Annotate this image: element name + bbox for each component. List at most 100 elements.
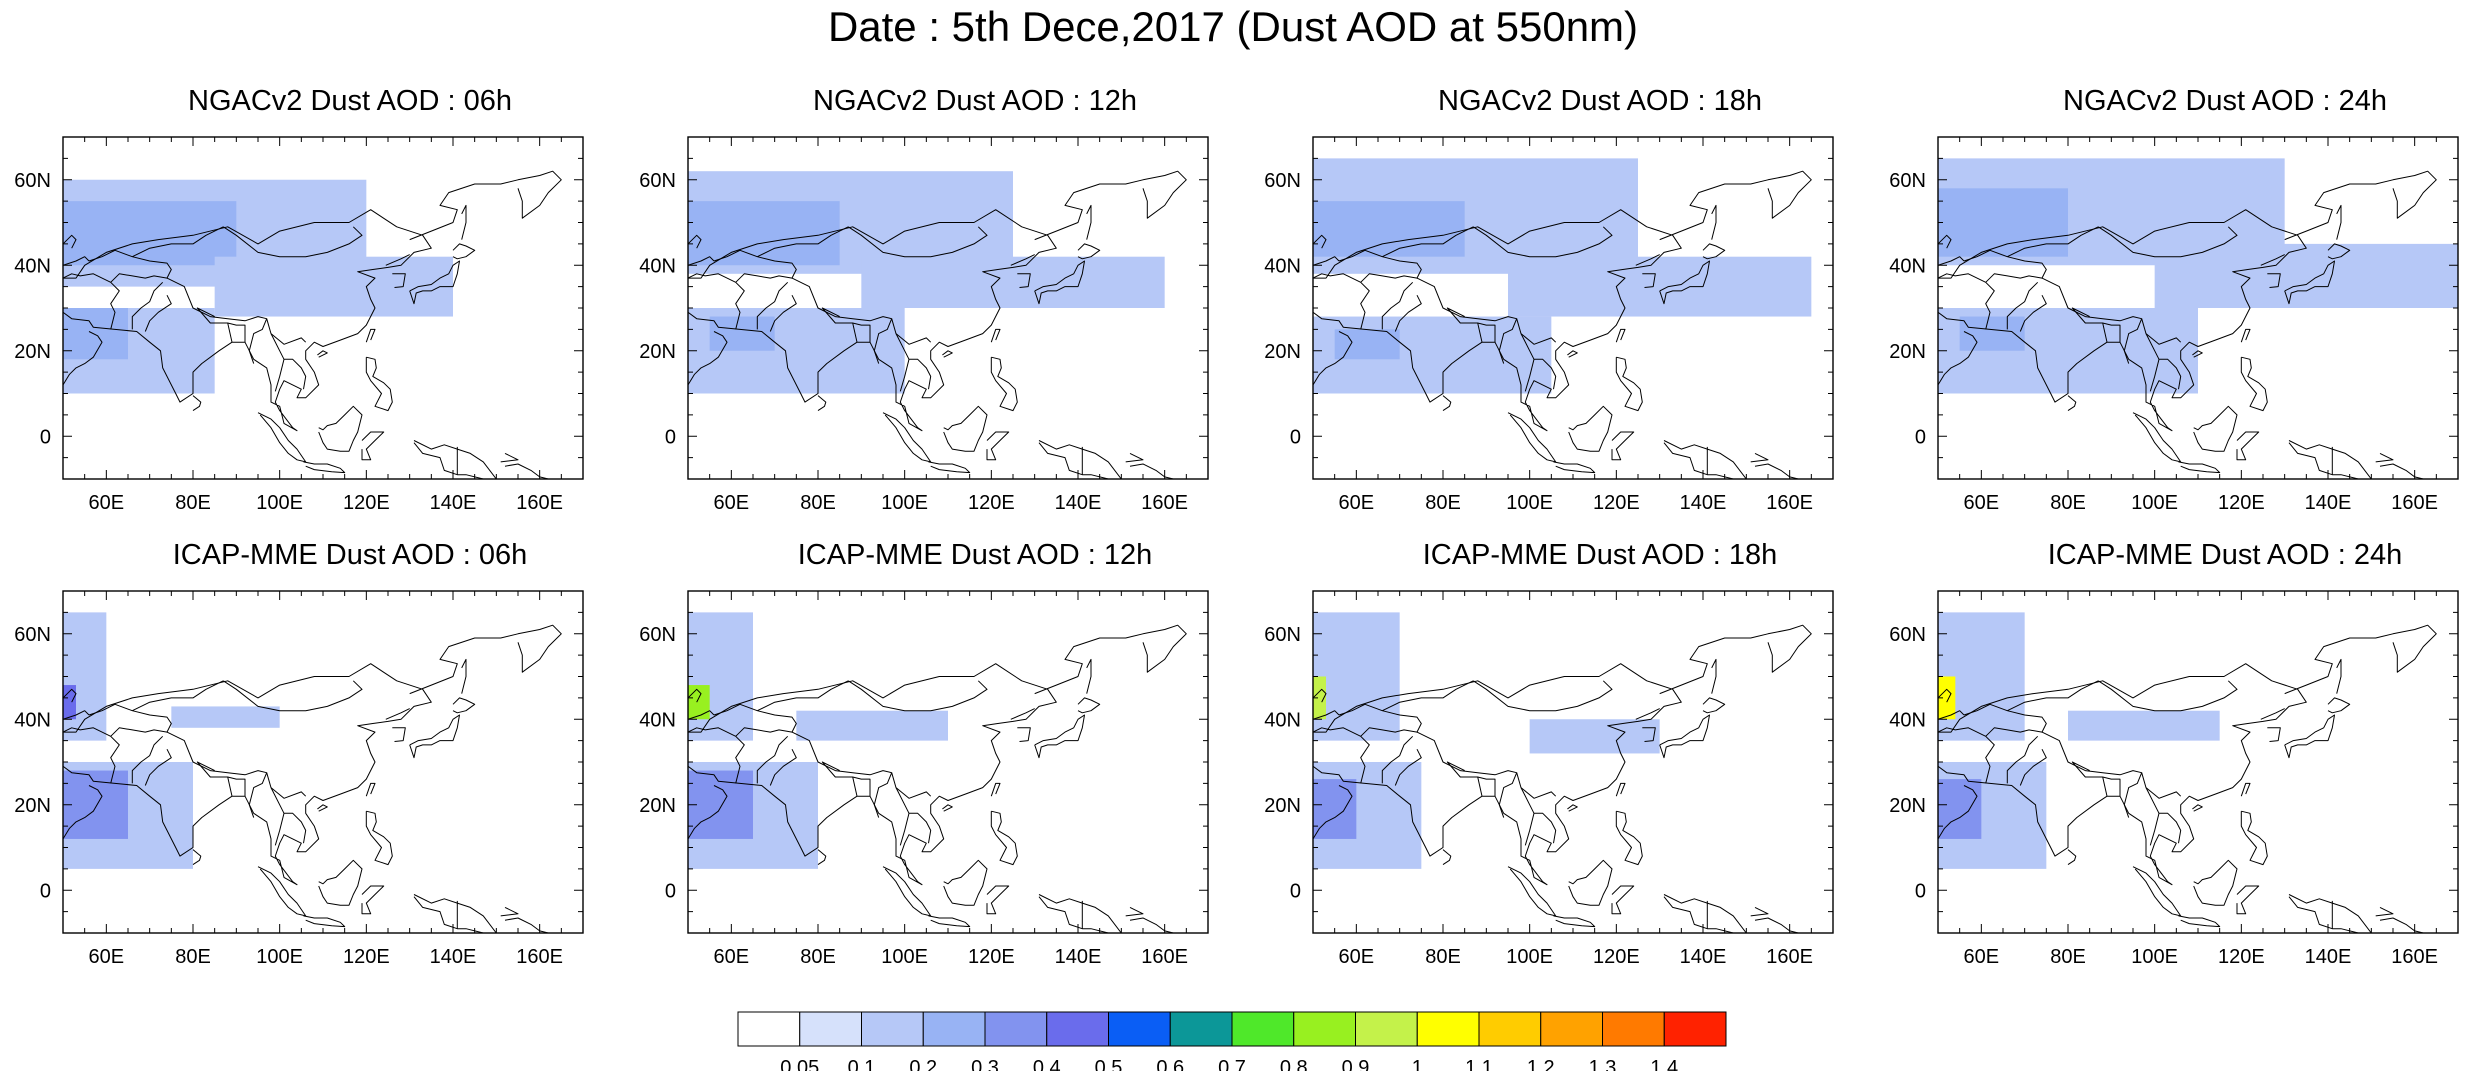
- coastline: [1442, 395, 1452, 412]
- coastline: [1125, 452, 1144, 463]
- coastline: [63, 785, 103, 840]
- country-border: [713, 703, 797, 737]
- country-border: [2007, 226, 2099, 258]
- x-tick-label: 60E: [89, 492, 125, 514]
- country-border: [110, 281, 120, 330]
- country-border: [63, 273, 111, 283]
- coastline: [990, 328, 1001, 343]
- country-border: [769, 294, 797, 332]
- tick-marks: [1312, 136, 1834, 480]
- country-border: [1524, 359, 1535, 392]
- country-border: [1416, 731, 1557, 799]
- country-border: [1360, 281, 1370, 330]
- aod-region: [1508, 256, 1812, 317]
- coastline: [1313, 331, 1353, 386]
- coastline: [2193, 405, 2238, 452]
- aod-region: [1938, 676, 1956, 720]
- colorbar-box: [1046, 1011, 1109, 1047]
- coastline: [1659, 714, 1710, 759]
- coastline: [1702, 243, 1726, 260]
- x-tick-label: 160E: [1766, 492, 1813, 514]
- colorbar-label: 0.4: [1033, 1057, 1061, 1071]
- country-border: [1381, 735, 1414, 784]
- country-border: [132, 680, 224, 712]
- coastline: [1313, 688, 1327, 703]
- country-border: [270, 787, 307, 844]
- coastline: [1754, 463, 1799, 479]
- aod-field: [63, 612, 280, 869]
- x-tick-label: 80E: [1425, 946, 1461, 968]
- aod-region: [171, 706, 280, 728]
- coastline: [63, 663, 432, 886]
- coastline: [2132, 412, 2182, 463]
- country-border: [1963, 703, 2047, 737]
- y-tick-label: 40N: [14, 709, 51, 731]
- coastline: [2379, 463, 2424, 479]
- country-border: [227, 776, 246, 797]
- x-tick-label: 80E: [800, 946, 836, 968]
- coastline: [942, 350, 953, 358]
- country-border: [791, 277, 932, 345]
- coastline: [365, 328, 376, 343]
- aod-region: [796, 710, 948, 741]
- coastline: [688, 331, 728, 386]
- aod-region: [2068, 710, 2220, 741]
- coastline: [688, 785, 728, 840]
- x-tick-label: 100E: [2131, 946, 2178, 968]
- colorbar-label: 0.1: [848, 1057, 876, 1071]
- panel-title: NGACv2 Dust AOD : 06h: [188, 85, 512, 117]
- coastline: [257, 866, 307, 917]
- country-border: [2098, 680, 2238, 712]
- country-border: [852, 322, 871, 343]
- country-border: [873, 772, 893, 818]
- country-border: [1473, 226, 1613, 258]
- coastline: [63, 234, 77, 249]
- coastline: [2375, 906, 2394, 917]
- x-tick-label: 140E: [2305, 946, 2352, 968]
- coastline: [1553, 915, 1596, 928]
- aod-region: [1938, 188, 2068, 257]
- coastline: [365, 782, 376, 797]
- coastline: [990, 810, 1018, 866]
- country-border: [769, 748, 797, 786]
- aod-region: [63, 308, 128, 360]
- coastline: [192, 849, 202, 866]
- coastline: [1038, 440, 1122, 479]
- country-border: [385, 708, 410, 720]
- x-tick-label: 80E: [2050, 946, 2086, 968]
- country-border: [2102, 322, 2121, 343]
- country-border: [895, 333, 932, 390]
- coastline: [2240, 356, 2268, 412]
- coastline: [1615, 810, 1643, 866]
- coastlines: [63, 624, 562, 933]
- country-border: [688, 256, 715, 266]
- country-border: [2267, 727, 2281, 742]
- country-border: [63, 256, 90, 266]
- coastline: [452, 243, 476, 260]
- map-panel-icap-06h: ICAP-MME Dust AOD : 06h 60E 80E 100E 120E 14…: [14, 538, 660, 988]
- panel-title: NGACv2 Dust AOD : 12h: [813, 85, 1137, 117]
- colorbar-box: [861, 1011, 924, 1047]
- coastline: [409, 170, 562, 241]
- tick-marks: [1312, 590, 1834, 934]
- x-tick-label: 120E: [1593, 946, 1640, 968]
- coastline: [63, 688, 77, 703]
- country-border: [131, 735, 164, 784]
- x-tick-label: 60E: [714, 492, 750, 514]
- coastline: [1313, 234, 1327, 249]
- coastline: [413, 894, 497, 933]
- country-border: [1382, 226, 1474, 258]
- coastline: [1615, 782, 1626, 797]
- y-tick-label: 40N: [1889, 709, 1926, 731]
- y-tick-label: 20N: [639, 341, 676, 363]
- y-tick-label: 60N: [14, 170, 51, 192]
- colorbar-box: [1231, 1011, 1295, 1047]
- coastline: [2236, 431, 2260, 461]
- coastline: [1611, 885, 1635, 915]
- country-border: [2019, 294, 2047, 332]
- country-border: [821, 307, 853, 324]
- colorbar-label: 1.3: [1589, 1057, 1617, 1071]
- x-tick-label: 100E: [1506, 492, 1553, 514]
- country-border: [63, 710, 90, 720]
- country-border: [1313, 727, 1361, 737]
